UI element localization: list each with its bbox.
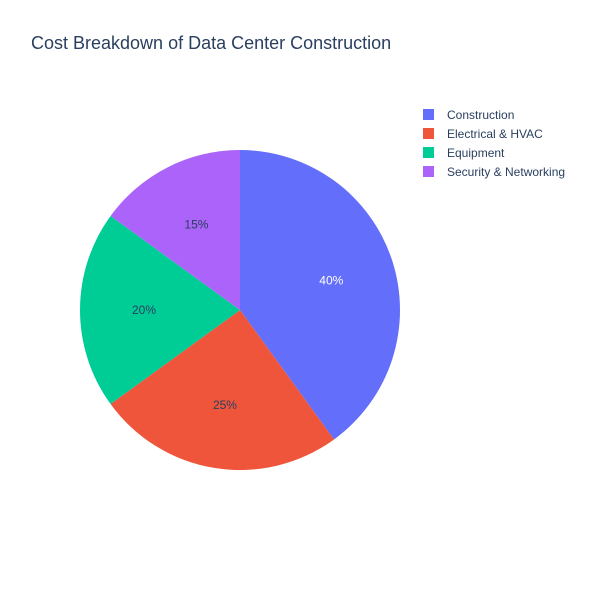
- legend-label: Electrical & HVAC: [447, 126, 543, 141]
- legend-label: Construction: [447, 107, 515, 122]
- legend-item-construction[interactable]: Construction: [419, 105, 565, 124]
- legend-item-security-networking[interactable]: Security & Networking: [419, 162, 565, 181]
- pie-slice-electrical-hvac[interactable]: [110, 310, 335, 470]
- legend-label: Security & Networking: [447, 164, 566, 179]
- legend-item-electrical-hvac[interactable]: Electrical & HVAC: [419, 124, 565, 143]
- legend: Construction Electrical & HVAC Equipment…: [419, 105, 565, 181]
- slice-value-label: 15%: [184, 217, 208, 231]
- slice-value-label: 40%: [319, 273, 343, 287]
- legend-swatch: [423, 109, 434, 120]
- pie-slice-construction[interactable]: [240, 150, 400, 440]
- legend-swatch: [423, 147, 434, 158]
- slice-value-label: 25%: [213, 398, 237, 412]
- chart-title: Cost Breakdown of Data Center Constructi…: [31, 33, 392, 53]
- pie-slice-equipment[interactable]: [79, 215, 240, 405]
- pie-slice-security-networking[interactable]: [110, 150, 240, 310]
- legend-item-equipment[interactable]: Equipment: [419, 143, 565, 162]
- slice-value-label: 20%: [132, 303, 156, 317]
- legend-swatch: [423, 166, 434, 177]
- legend-label: Equipment: [447, 145, 505, 160]
- legend-swatch: [423, 128, 434, 139]
